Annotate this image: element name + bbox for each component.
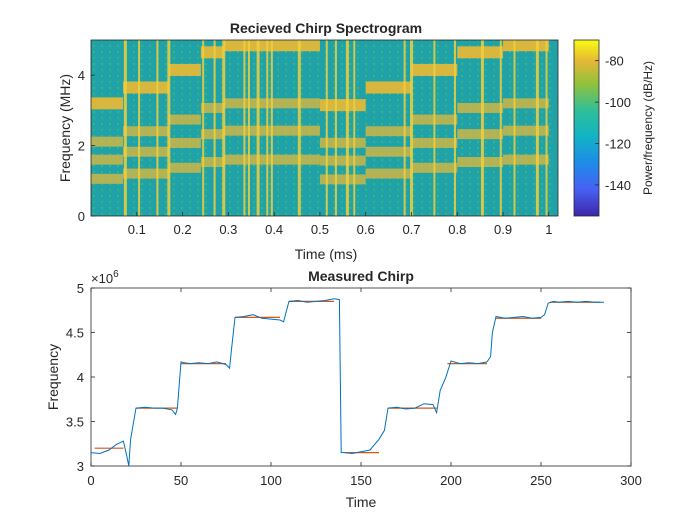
spectrogram-stripe xyxy=(546,40,548,216)
chirp-harmonic-band xyxy=(169,163,201,173)
y-exponent-power: 6 xyxy=(113,269,119,280)
chirp-harmonic-band xyxy=(503,155,549,165)
chirp-harmonic-band xyxy=(201,157,224,167)
colorbar-tick-label: -120 xyxy=(605,137,631,152)
measured-chirp-y-label: Frequency xyxy=(45,344,61,410)
x-tick-label: 0.3 xyxy=(219,222,237,237)
spectrogram-stripe xyxy=(167,40,170,216)
x-tick-label: 0 xyxy=(87,473,94,488)
spectrogram-x-label: Time (ms) xyxy=(295,246,357,262)
chirp-harmonic-band xyxy=(169,115,201,125)
y-tick-label: 0 xyxy=(78,209,85,224)
spectrogram-stripe xyxy=(271,40,273,216)
x-tick-label: 150 xyxy=(350,473,372,488)
measured-chirp-title: Measured Chirp xyxy=(308,268,414,284)
x-tick-label: 250 xyxy=(530,473,552,488)
chirp-harmonic-band xyxy=(201,103,224,113)
spectrogram-stripe xyxy=(214,40,216,216)
spectrogram-stripe xyxy=(124,40,127,216)
x-tick-label: 0.7 xyxy=(402,222,420,237)
spectrogram-stripe xyxy=(404,40,406,216)
x-tick-label: 0.1 xyxy=(128,222,146,237)
measured-chirp-frame xyxy=(91,288,631,466)
chirp-harmonic-band xyxy=(123,147,169,157)
x-tick-label: 0.4 xyxy=(265,222,283,237)
spectrogram-image xyxy=(91,39,558,216)
spectrogram-stripe xyxy=(326,40,328,216)
x-tick-label: 0.8 xyxy=(448,222,466,237)
spectrogram-y-label: Frequency (MHz) xyxy=(57,74,73,182)
y-tick-label: 3.5 xyxy=(66,415,84,430)
chirp-harmonic-band xyxy=(123,126,169,136)
x-tick-label: 200 xyxy=(440,473,462,488)
chirp-harmonic-band xyxy=(457,157,503,167)
x-tick-label: 0.6 xyxy=(357,222,375,237)
chirp-harmonic-band xyxy=(457,129,503,139)
spectrogram-stripe xyxy=(222,40,225,216)
spectrogram-stripe xyxy=(156,40,158,216)
spectrogram-stripe xyxy=(500,40,502,216)
y-exponent-label: ×106 xyxy=(91,269,119,286)
spectrogram-title: Recieved Chirp Spectrogram xyxy=(230,20,422,36)
spectrogram-stripe xyxy=(243,40,245,216)
colorbar-tick-label: -100 xyxy=(605,95,631,110)
colorbar-tick-label: -80 xyxy=(605,54,624,69)
y-tick-label: 4 xyxy=(78,68,85,83)
spectrogram-stripe xyxy=(481,40,484,216)
spectrogram-stripe xyxy=(248,40,250,216)
chirp-harmonic-band xyxy=(91,155,123,165)
x-tick-label: 100 xyxy=(260,473,282,488)
chirp-harmonic-band xyxy=(503,126,549,136)
chirp-harmonic-band xyxy=(169,138,201,148)
spectrogram-stripe xyxy=(298,40,301,216)
colorbar-scale xyxy=(574,40,599,216)
chirp-band xyxy=(91,97,123,109)
chirp-harmonic-band xyxy=(123,169,169,179)
spectrogram-stripe xyxy=(266,40,268,216)
x-tick-label: 1 xyxy=(545,222,552,237)
spectrogram-axes: Recieved Chirp Spectrogram 0.1 0.2 0.3 0.4 0… xyxy=(57,20,558,262)
spectrogram-stripe xyxy=(514,40,516,216)
y-exponent-base: ×10 xyxy=(91,271,113,286)
x-tick-label: 0.9 xyxy=(494,222,512,237)
spectrogram-stripe xyxy=(346,40,349,216)
spectrogram-stripe xyxy=(138,40,140,216)
y-tick-label: 4.5 xyxy=(66,326,84,341)
chirp-band xyxy=(457,46,503,58)
colorbar-ticks: -80 -100 -120 -140 xyxy=(595,54,631,193)
chirp-band xyxy=(503,39,549,51)
spectrogram-stripe xyxy=(335,40,337,216)
spectrogram-stripe xyxy=(536,40,539,216)
chirp-band xyxy=(123,82,169,94)
y-tick-label: 5 xyxy=(77,281,84,296)
colorbar: -80 -100 -120 -140 Power/frequency (dB/Hz) xyxy=(574,40,655,216)
spectrogram-stripe xyxy=(454,40,456,216)
chirp-harmonic-band xyxy=(503,98,549,108)
x-tick-label: 300 xyxy=(620,473,642,488)
chirp-harmonic-band xyxy=(457,103,503,113)
y-tick-label: 3 xyxy=(77,459,84,474)
spectrogram-stripe xyxy=(353,40,355,216)
colorbar-label: Power/frequency (dB/Hz) xyxy=(641,61,655,195)
measured-chirp-axes: Measured Chirp 0 50 100 150 200 250 300 3 3.5 4 4… xyxy=(45,268,642,510)
chirp-band xyxy=(201,46,224,58)
x-tick-label: 0.5 xyxy=(311,222,329,237)
y-tick-label: 2 xyxy=(78,139,85,154)
x-tick-label: 50 xyxy=(174,473,188,488)
spectrogram-stripe xyxy=(410,40,413,216)
chirp-harmonic-band xyxy=(91,174,123,184)
colorbar-tick-label: -140 xyxy=(605,178,631,193)
chirp-band xyxy=(169,64,201,76)
measured-chirp-x-label: Time xyxy=(346,494,377,510)
chirp-harmonic-band xyxy=(91,137,123,147)
spectrogram-stripe xyxy=(433,40,435,216)
x-tick-label: 0.2 xyxy=(174,222,192,237)
spectrogram-stripe xyxy=(257,40,260,216)
spectrogram-stripe xyxy=(202,40,204,216)
y-tick-label: 4 xyxy=(77,370,84,385)
chirp-harmonic-band xyxy=(201,129,224,139)
